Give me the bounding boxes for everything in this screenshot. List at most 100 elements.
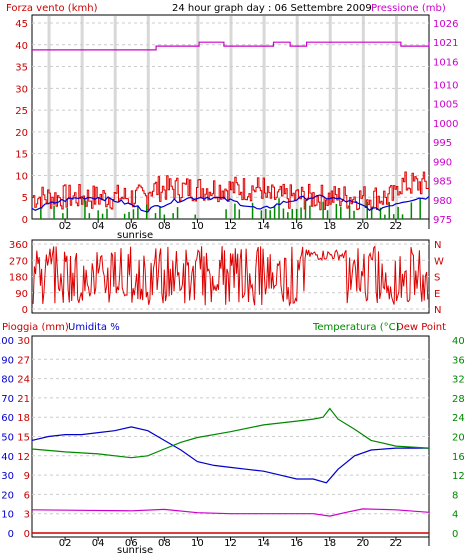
pressure-tick-label: 1016	[433, 57, 458, 68]
rain-tick-label: 21	[17, 394, 30, 405]
hour-tick-label-bottom: 12	[224, 538, 237, 549]
hour-tick-label-bottom: I	[428, 538, 431, 549]
hour-tick-label: 04	[92, 221, 105, 232]
graph-title: 24 hour graph day : 06 Settembre 2009	[172, 3, 372, 14]
rain-tick-label: 12	[17, 452, 30, 463]
humidity-tick-label: 80	[1, 375, 14, 386]
hour-band-10	[394, 16, 398, 218]
hour-band-8	[328, 16, 332, 218]
hour-tick-label: 02	[59, 221, 72, 232]
hour-tick-label: 16	[290, 221, 303, 232]
rain-tick-label: 18	[17, 413, 30, 424]
pressure-tick-label: 1026	[433, 19, 458, 30]
pressure-tick-label: 1000	[433, 119, 458, 130]
temperature-axis-label: Temperatura (°C)	[312, 322, 400, 333]
hour-tick-label: 14	[257, 221, 270, 232]
humidity-tick-label: 100	[0, 336, 14, 347]
hour-tick-label: 06	[125, 221, 138, 232]
humidity-tick-label: 60	[1, 413, 14, 424]
hour-band-9	[361, 16, 365, 218]
pressure-tick-label: 990	[433, 157, 452, 168]
temperature-tick-label: 8	[452, 490, 458, 501]
rain-tick-label: 15	[17, 433, 30, 444]
wind-tick-label: 30	[15, 84, 28, 95]
hour-tick-label-bottom: 06	[125, 538, 138, 549]
hour-tick-label: 22	[390, 221, 403, 232]
temperature-tick-label: 0	[452, 529, 458, 540]
compass-label: S	[434, 273, 440, 284]
humidity-tick-label: 40	[1, 452, 14, 463]
hour-band-1	[80, 16, 84, 218]
wind-tick-label: 25	[15, 106, 28, 117]
hour-tick-label-bottom: 16	[290, 538, 303, 549]
humidity-tick-label: 0	[8, 529, 14, 540]
hour-band-7	[295, 16, 299, 218]
direction-tick-label: 270	[9, 256, 28, 267]
temperature-tick-label: 32	[452, 375, 465, 386]
temperature-tick-label: 36	[452, 355, 465, 366]
wind-tick-label: 15	[15, 150, 28, 161]
wind-tick-label: 5	[22, 193, 28, 204]
pressure-tick-label: 995	[433, 138, 452, 149]
humidity-tick-label: 90	[1, 355, 14, 366]
hour-tick-label-bottom: 22	[390, 538, 403, 549]
humidity-tick-label: 20	[1, 490, 14, 501]
compass-label: N	[434, 240, 441, 251]
humidity-tick-label: 50	[1, 433, 14, 444]
hour-band-4	[196, 16, 200, 218]
direction-tick-label: 90	[15, 289, 28, 300]
pressure-tick-label: 1010	[433, 80, 458, 91]
hour-tick-label-bottom: 08	[158, 538, 171, 549]
direction-tick-label: 0	[22, 305, 28, 316]
temperature-tick-label: 16	[452, 452, 465, 463]
wind-average-line	[31, 194, 430, 213]
humidity-axis-label: Umidita %	[68, 322, 120, 333]
pressure-axis-label: Pressione (mb)	[371, 3, 446, 14]
humidity-tick-label: 70	[1, 394, 14, 405]
rain-tick-label: 6	[24, 490, 30, 501]
temperature-tick-label: 20	[452, 433, 465, 444]
wind-tick-label: 45	[15, 19, 28, 30]
hour-tick-label-bottom: 02	[59, 538, 72, 549]
wind-direction-line	[31, 245, 429, 307]
hour-tick-label-bottom: 14	[257, 538, 270, 549]
time-axis: 02 02 04 04 06 06 08 08 10 10 12 12 14 14 16 16 18 18 20 20…	[59, 219, 431, 549]
hour-tick-label-bottom: 04	[92, 538, 105, 549]
hour-tick-label: 10	[191, 221, 204, 232]
hour-tick-label: 18	[323, 221, 336, 232]
rain-tick-label: 30	[17, 336, 30, 347]
hour-band-5	[229, 16, 233, 218]
direction-tick-label: 180	[9, 273, 28, 284]
compass-label: W	[434, 256, 444, 267]
dewpoint-line	[31, 508, 430, 517]
wind-axis-label: Forza vento (kmh)	[6, 3, 98, 14]
temperature-tick-label: 4	[452, 510, 458, 521]
wind-tick-label: 0	[22, 215, 28, 226]
hour-tick-label: 20	[356, 221, 369, 232]
pressure-tick-label: 1021	[433, 38, 458, 49]
rain-tick-label: 24	[17, 375, 30, 386]
compass-label: N	[434, 305, 441, 316]
hour-band-6	[262, 16, 266, 218]
sunrise-label-bottom: sunrise	[117, 545, 153, 556]
temperature-tick-label: 40	[452, 336, 465, 347]
hour-band-0	[47, 16, 51, 218]
temperature-tick-label: 28	[452, 394, 465, 405]
wind-pressure-plot: 0 5 10 15 20 25 30 35 40 45 975 980 985 990 995 1000 100…	[15, 16, 458, 226]
wind-tick-label: 10	[15, 171, 28, 182]
sunrise-label: sunrise	[117, 230, 153, 241]
wind-tick-label: 35	[15, 63, 28, 74]
hour-tick-label: 08	[158, 221, 171, 232]
temperature-tick-label: 12	[452, 471, 465, 482]
rain-tick-label: 0	[24, 529, 30, 540]
temperature-tick-label: 24	[452, 413, 465, 424]
hour-tick-label-bottom: 10	[191, 538, 204, 549]
temperature-line	[31, 407, 430, 459]
pressure-tick-label: 985	[433, 177, 452, 188]
rain-tick-label: 9	[24, 471, 30, 482]
wind-speed-line	[32, 171, 429, 211]
hour-band-2	[113, 16, 117, 218]
